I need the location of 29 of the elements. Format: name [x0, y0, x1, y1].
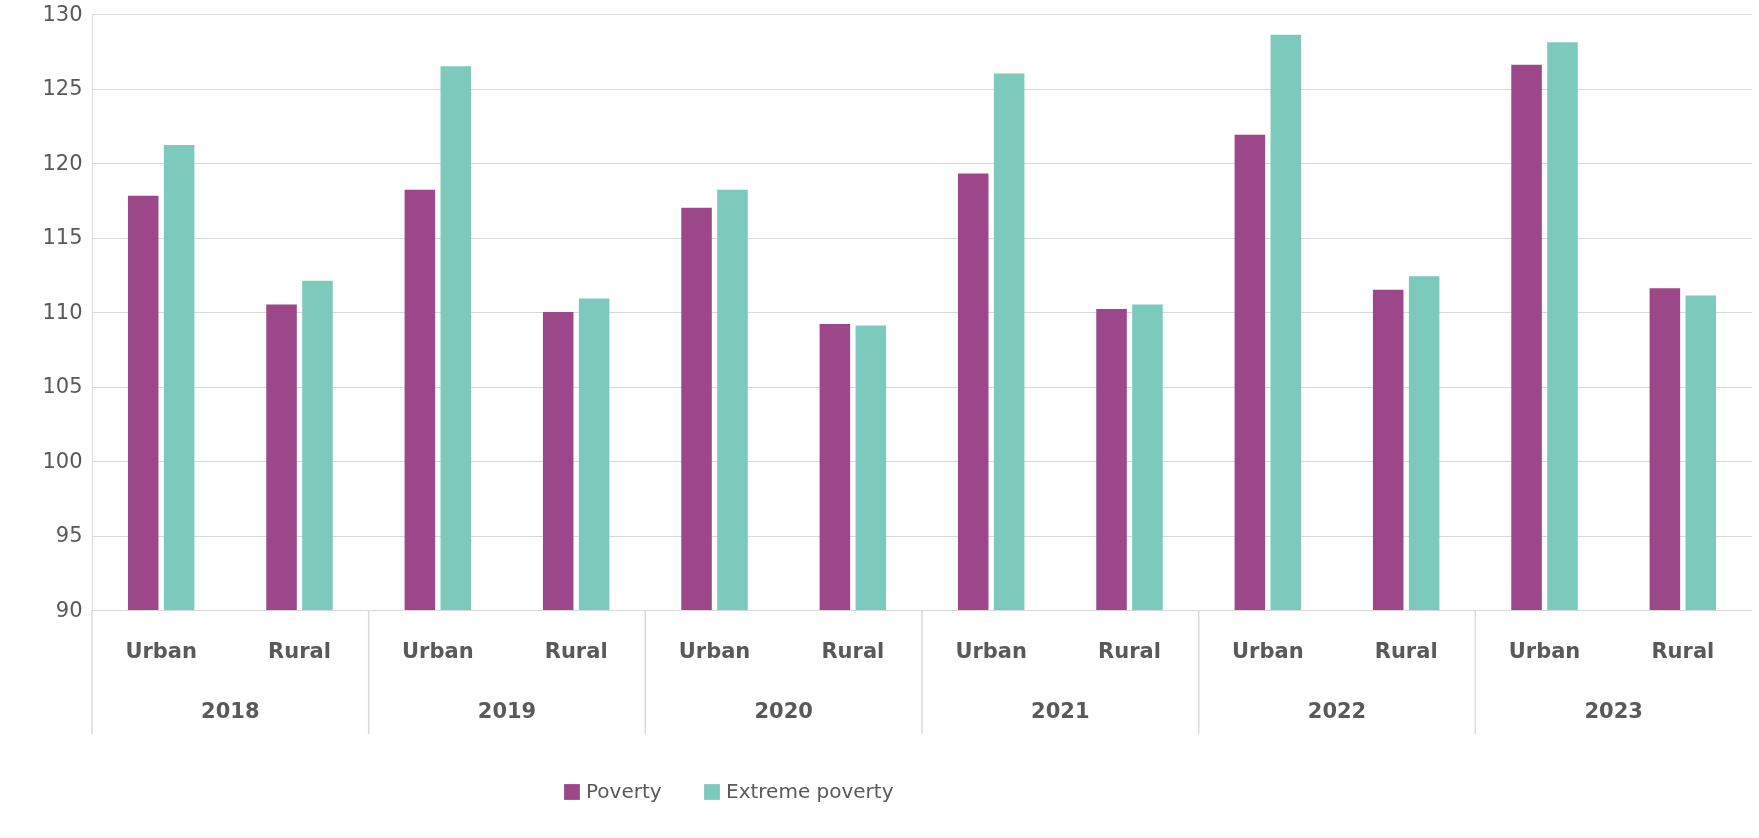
text: 2023: [1584, 699, 1643, 723]
y-tick-label: 95: [55, 523, 83, 547]
x-tick-label: Urban: [1232, 638, 1304, 663]
y-tick-label: 110: [42, 299, 83, 324]
y-tick-label: 105: [42, 374, 83, 398]
x-tick-label: Rural: [544, 638, 608, 663]
text: 2021: [1031, 699, 1090, 723]
y-tick-label: 100: [42, 448, 83, 473]
text: 2018: [201, 699, 260, 723]
x-tick-label: Urban: [1508, 638, 1581, 663]
text: 2019: [477, 699, 537, 723]
legend-label: Poverty: [586, 779, 662, 803]
text: 2022: [1307, 699, 1367, 723]
x-tick-label: Rural: [268, 638, 331, 663]
x-tick-label: Urban: [125, 638, 197, 663]
text: 2020: [754, 699, 813, 723]
y-tick-label: 120: [42, 150, 83, 175]
x-tick-label: Rural: [1098, 638, 1161, 663]
x-tick-label: Rural: [1374, 638, 1438, 663]
legend-label: Extreme poverty: [726, 779, 894, 803]
y-tick-label: 130: [42, 1, 83, 26]
y-tick-label: 115: [42, 225, 83, 249]
x-tick-label: Rural: [1651, 638, 1715, 663]
x-tick-label: Urban: [678, 638, 751, 663]
x-tick-label: Urban: [402, 638, 474, 663]
y-tick-label: 125: [42, 76, 83, 100]
x-tick-label: Rural: [821, 638, 885, 663]
x-tick-label: Urban: [955, 638, 1027, 663]
y-tick-label: 90: [55, 597, 83, 622]
